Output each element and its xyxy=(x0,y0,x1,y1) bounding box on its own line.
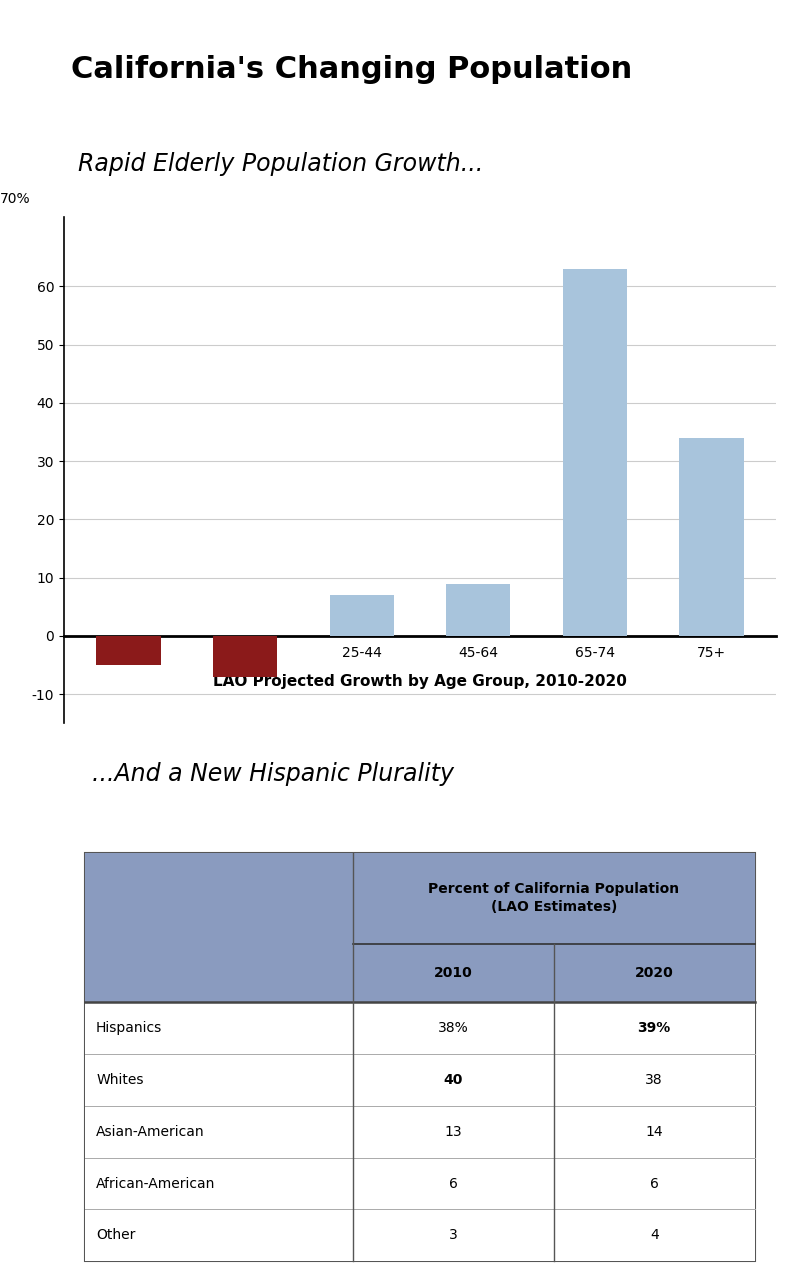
Bar xyxy=(86,944,754,1002)
Text: 39%: 39% xyxy=(638,1020,671,1034)
Text: 4: 4 xyxy=(650,1228,658,1243)
Text: ...And a New Hispanic Plurality: ...And a New Hispanic Plurality xyxy=(93,762,454,786)
Bar xyxy=(563,269,627,636)
Text: 38: 38 xyxy=(646,1073,663,1087)
Text: 13: 13 xyxy=(445,1124,462,1139)
Text: Other: Other xyxy=(96,1228,135,1243)
Bar xyxy=(86,1054,754,1105)
Bar xyxy=(86,852,754,944)
Text: 40: 40 xyxy=(444,1073,463,1087)
Text: 38%: 38% xyxy=(438,1020,469,1034)
Text: 70%: 70% xyxy=(0,193,30,207)
Bar xyxy=(96,636,161,666)
Bar xyxy=(86,1105,754,1158)
Text: California's Changing Population: California's Changing Population xyxy=(71,55,632,84)
Text: 6: 6 xyxy=(650,1177,658,1190)
Text: Percent of California Population
(LAO Estimates): Percent of California Population (LAO Es… xyxy=(428,882,679,915)
Text: 6: 6 xyxy=(449,1177,458,1190)
Bar xyxy=(330,595,394,636)
Bar xyxy=(86,1209,754,1262)
Text: 3: 3 xyxy=(449,1228,458,1243)
Text: 2010: 2010 xyxy=(434,966,473,980)
Bar xyxy=(446,583,510,636)
Text: 14: 14 xyxy=(646,1124,663,1139)
X-axis label: LAO Projected Growth by Age Group, 2010-2020: LAO Projected Growth by Age Group, 2010-… xyxy=(213,673,627,689)
Text: Hispanics: Hispanics xyxy=(96,1020,162,1034)
Text: African-American: African-American xyxy=(96,1177,215,1190)
Text: Whites: Whites xyxy=(96,1073,143,1087)
Text: 2020: 2020 xyxy=(635,966,674,980)
Bar xyxy=(679,438,744,636)
Bar xyxy=(86,1158,754,1209)
Bar xyxy=(213,636,277,677)
Text: Rapid Elderly Population Growth...: Rapid Elderly Population Growth... xyxy=(78,152,483,176)
Text: Asian-American: Asian-American xyxy=(96,1124,205,1139)
Bar xyxy=(86,1002,754,1054)
